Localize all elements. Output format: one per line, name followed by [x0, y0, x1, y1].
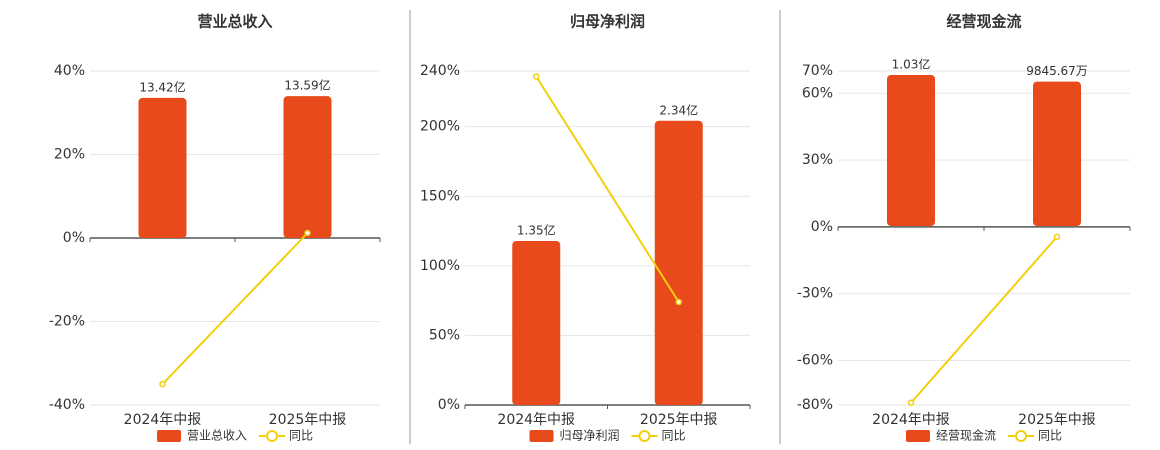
x-tick-label: 2025年中报: [269, 412, 347, 428]
x-tick-label: 2025年中报: [1018, 412, 1096, 428]
y-tick-label: 70%: [802, 63, 833, 79]
legend-label: 经营现金流: [936, 428, 996, 443]
legend-label: 营业总收入: [187, 429, 247, 443]
legend-label: 同比: [1038, 429, 1062, 443]
legend-label: 归母净利润: [560, 429, 620, 443]
y-tick-label: 50%: [429, 327, 460, 343]
chart-title: 经营现金流: [946, 13, 1021, 31]
line: [161, 232, 309, 385]
y-tick-label: -30%: [797, 286, 833, 302]
bar: [887, 74, 935, 227]
bar: [138, 97, 187, 239]
legend-swatch: [906, 430, 930, 442]
line: [910, 236, 1058, 404]
line-point: [907, 399, 915, 407]
x-tick-label: 2025年中报: [640, 412, 718, 428]
legend-swatch: [529, 430, 554, 442]
line-point: [304, 229, 311, 237]
y-tick-label: 60%: [802, 85, 833, 101]
line-point: [159, 380, 166, 388]
line-point: [675, 298, 682, 306]
line: [535, 76, 680, 303]
y-tick-label: 30%: [802, 152, 833, 168]
chart-title: 营业总收入: [197, 13, 272, 31]
y-tick-label: 0%: [63, 230, 85, 246]
chart-title: 归母净利润: [570, 13, 645, 31]
legend-marker: [1015, 430, 1028, 442]
value-label: 1.03亿: [892, 56, 931, 71]
y-tick-label: 0%: [438, 397, 460, 413]
value-label: 1.35亿: [517, 223, 556, 238]
x-tick-label: 2024年中报: [124, 412, 202, 428]
value-label: 13.42亿: [139, 79, 185, 94]
x-tick-label: 2024年中报: [872, 412, 950, 428]
value-label: 2.34亿: [659, 102, 698, 117]
bar: [283, 96, 332, 238]
bar: [1033, 81, 1081, 227]
line-point: [1053, 233, 1061, 241]
value-label: 13.59亿: [284, 78, 330, 93]
legend-marker: [638, 430, 651, 442]
y-tick-label: -40%: [49, 397, 85, 413]
x-tick-label: 2024年中报: [497, 412, 575, 428]
bar: [654, 120, 703, 406]
line-point: [533, 73, 540, 80]
y-tick-label: -20%: [49, 314, 85, 330]
y-tick-label: 40%: [54, 63, 85, 79]
legend-label: 同比: [289, 429, 313, 443]
y-tick-label: -60%: [797, 352, 833, 368]
y-tick-label: 0%: [811, 219, 833, 235]
value-label: 9845.67万: [1026, 64, 1088, 78]
y-tick-label: -80%: [797, 397, 833, 413]
y-tick-label: 100%: [420, 258, 460, 274]
y-tick-label: 20%: [54, 147, 85, 163]
y-tick-label: 200%: [420, 119, 460, 135]
y-tick-label: 240%: [420, 63, 460, 79]
legend-label: 同比: [662, 429, 686, 443]
legend-marker: [266, 430, 279, 442]
bar: [512, 241, 561, 405]
legend-swatch: [157, 430, 181, 442]
y-tick-label: 150%: [420, 188, 460, 204]
